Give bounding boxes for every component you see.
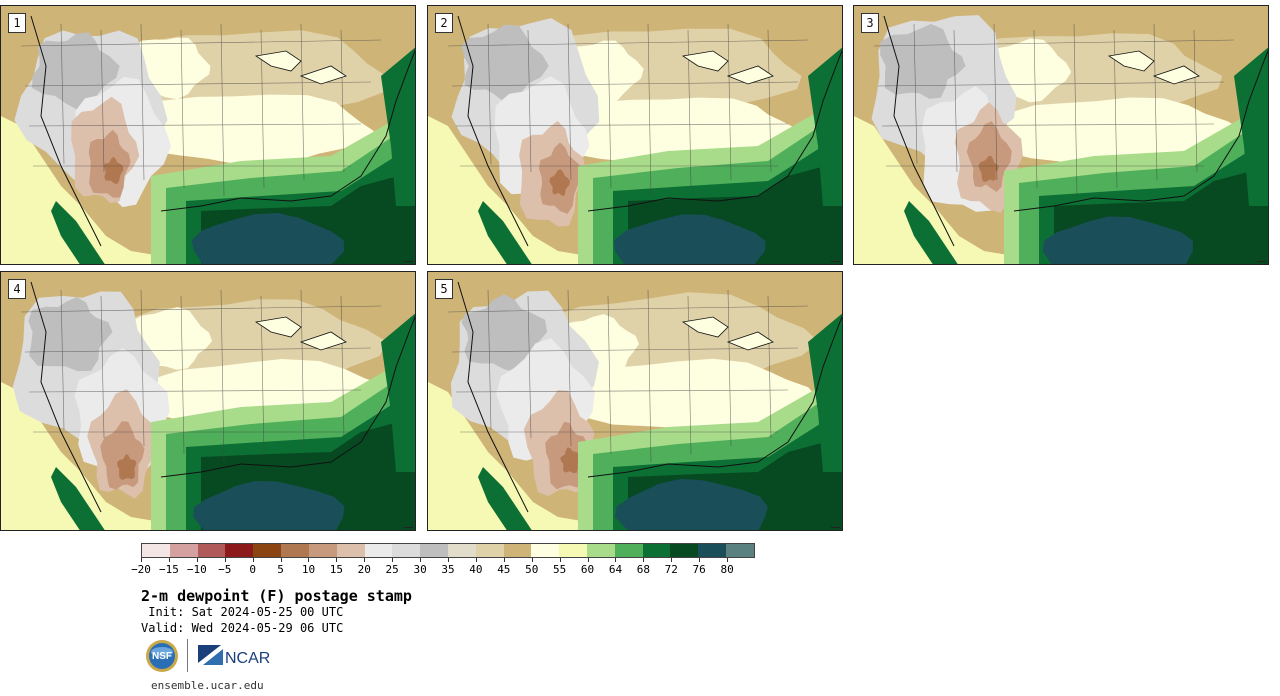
colorbar-swatch [336,544,365,557]
colorbar-tick [168,558,170,562]
forecast-panel: 2 [427,5,843,265]
colorbar-swatch [503,544,532,557]
colorbar-tick [531,558,533,562]
valid-time: Valid: Wed 2024-05-29 06 UTC [141,621,344,635]
colorbar-tick-labels: −20 −15 −10 −5 0 5 10 15 20 25 30 35 40 45 50 55 60 64 68 7… [131,563,755,577]
colorbar-tick-label: 45 [497,563,511,576]
colorbar-tick-label: −5 [218,563,232,576]
forecast-panel: 1 [0,5,416,265]
colorbar-tick-label: 35 [441,563,455,576]
colorbar-tick-label: −15 [158,563,179,576]
colorbar-tick [364,558,366,562]
colorbar-ticks [141,558,755,563]
colorbar-swatch [531,544,560,557]
dewpoint-colorbar [141,543,755,558]
colorbar-swatch [364,544,393,557]
colorbar-tick [448,558,449,562]
colorbar-tick [587,558,589,562]
dewpoint-map [1,6,415,264]
colorbar-tick [336,558,338,562]
forecast-panel: 4 [0,271,416,531]
logo-divider [187,639,188,672]
colorbar-tick [280,558,282,562]
colorbar-tick-label: 40 [469,563,483,576]
colorbar-tick [615,558,617,562]
colorbar-tick [392,558,394,562]
panel-number: 3 [861,13,879,33]
colorbar-swatch [142,544,170,557]
colorbar-tick-label: 30 [413,563,427,576]
colorbar-tick-label: 25 [385,563,399,576]
colorbar-tick-label: 0 [249,563,256,576]
colorbar-tick-label: −10 [186,563,207,576]
colorbar-tick-label: 76 [692,563,706,576]
colorbar-tick [503,558,505,562]
colorbar-tick-label: −20 [131,563,151,576]
colorbar-tick [252,558,254,562]
ncar-logo: NCAR [198,645,270,667]
scale-mark [831,527,840,528]
colorbar-tick-label: 5 [277,563,284,576]
colorbar-swatch [698,544,727,557]
colorbar-swatch [281,544,309,557]
panel-number: 4 [8,279,26,299]
colorbar-swatch [225,544,254,557]
colorbar-swatch [642,544,671,557]
colorbar-tick-label: 50 [525,563,539,576]
dewpoint-map [428,272,842,530]
colorbar-swatch [308,544,337,557]
scale-mark [831,261,840,262]
dewpoint-map [1,272,415,530]
dewpoint-map [428,6,842,264]
scale-mark [1257,261,1266,262]
colorbar-tick [196,558,198,562]
panel-number: 1 [8,13,26,33]
colorbar-swatch [447,544,476,557]
colorbar-swatch [420,544,448,557]
colorbar-swatch [169,544,198,557]
colorbar-swatch [587,544,615,557]
colorbar-tick-label: 64 [608,563,623,576]
colorbar-swatch [197,544,226,557]
colorbar-tick [224,558,226,562]
colorbar-tick-label: 80 [720,563,734,576]
scale-mark [404,261,413,262]
colorbar-tick [559,558,561,562]
colorbar-tick [699,558,701,562]
colorbar-swatch [614,544,643,557]
colorbar-tick-label: 10 [301,563,316,576]
colorbar-tick [643,558,645,562]
colorbar-tick [475,558,477,562]
forecast-panel: 3 [853,5,1269,265]
panel-number: 2 [435,13,453,33]
colorbar-tick-label: 15 [329,563,343,576]
colorbar-swatch [253,544,282,557]
colorbar-tick-label: 60 [580,563,595,576]
ncar-logo-text: NCAR [225,650,270,667]
nsf-logo-text: NSF [152,651,172,662]
colorbar-tick-label: 20 [357,563,371,576]
panel-number: 5 [435,279,453,299]
nsf-logo: NSF [146,640,178,672]
colorbar-swatch [559,544,587,557]
colorbar-tick [420,558,422,562]
colorbar-tick-label: 68 [636,563,650,576]
plot-title: 2-m dewpoint (F) postage stamp [141,587,412,605]
scale-mark [404,527,413,528]
colorbar-tick [671,558,673,562]
colorbar-swatch [726,544,754,557]
colorbar-swatch [670,544,699,557]
forecast-panel: 5 [427,271,843,531]
colorbar-tick-label: 72 [664,563,678,576]
footer-url: ensemble.ucar.edu [151,679,264,692]
colorbar-swatch [475,544,504,557]
colorbar-swatch [392,544,421,557]
colorbar-tick [308,558,310,562]
colorbar-tick [141,558,142,562]
dewpoint-map [854,6,1268,264]
colorbar-tick [727,558,729,562]
init-time: Init: Sat 2024-05-25 00 UTC [141,605,344,619]
colorbar-tick-label: 55 [553,563,567,576]
